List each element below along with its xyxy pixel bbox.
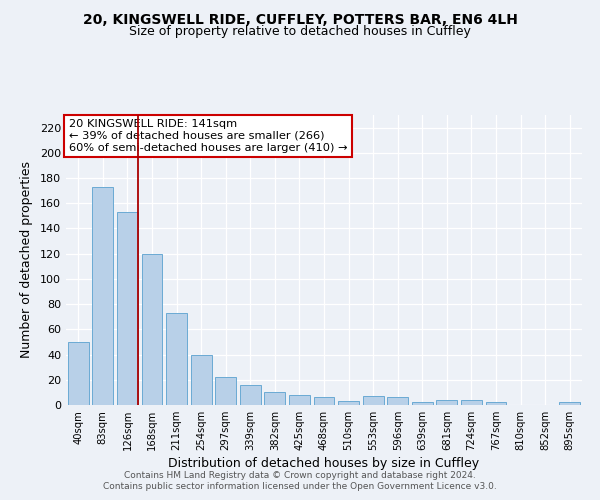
Bar [412,402,433,405]
Bar [265,392,286,405]
Bar [338,401,359,405]
Bar [485,402,506,405]
Bar [314,398,334,405]
Text: 20 KINGSWELL RIDE: 141sqm
← 39% of detached houses are smaller (266)
60% of semi: 20 KINGSWELL RIDE: 141sqm ← 39% of detac… [68,120,347,152]
Text: Contains HM Land Registry data © Crown copyright and database right 2024.: Contains HM Land Registry data © Crown c… [124,471,476,480]
Bar [117,212,138,405]
Bar [142,254,163,405]
Bar [559,402,580,405]
Bar [436,400,457,405]
Bar [68,342,89,405]
Bar [92,187,113,405]
Bar [166,313,187,405]
Bar [362,396,383,405]
Bar [191,354,212,405]
Bar [215,378,236,405]
Bar [461,400,482,405]
Text: Size of property relative to detached houses in Cuffley: Size of property relative to detached ho… [129,25,471,38]
Y-axis label: Number of detached properties: Number of detached properties [20,162,33,358]
Bar [387,398,408,405]
Text: Contains public sector information licensed under the Open Government Licence v3: Contains public sector information licen… [103,482,497,491]
Bar [240,385,261,405]
Bar [289,395,310,405]
Text: 20, KINGSWELL RIDE, CUFFLEY, POTTERS BAR, EN6 4LH: 20, KINGSWELL RIDE, CUFFLEY, POTTERS BAR… [83,12,517,26]
X-axis label: Distribution of detached houses by size in Cuffley: Distribution of detached houses by size … [169,457,479,470]
